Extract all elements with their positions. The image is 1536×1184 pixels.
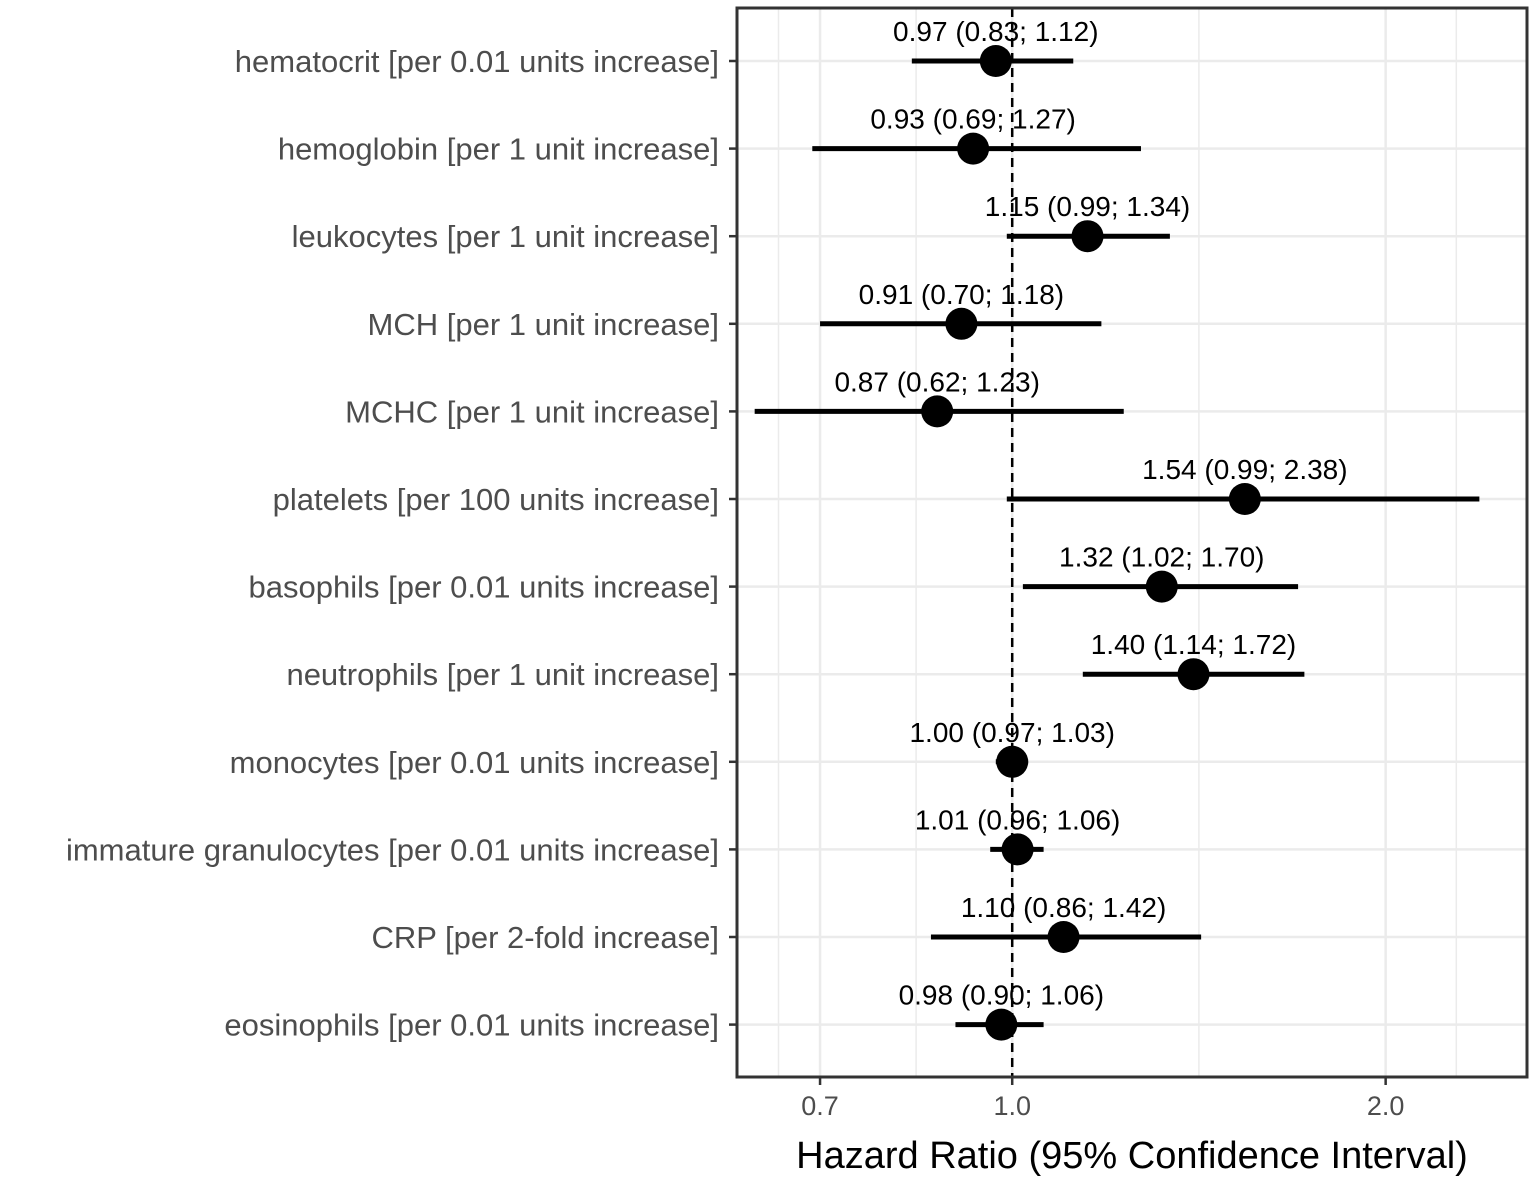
y-tick-label: eosinophils [per 0.01 units increase]	[224, 1008, 719, 1043]
data-label: 1.01 (0.96; 1.06)	[915, 804, 1120, 835]
data-label: 1.15 (0.99; 1.34)	[985, 191, 1190, 222]
y-tick-label: basophils [per 0.01 units increase]	[249, 570, 719, 605]
x-tick-label: 2.0	[1367, 1091, 1405, 1121]
panel-border	[735, 6, 1529, 1079]
point-estimate	[1177, 658, 1210, 691]
y-tick-label: platelets [per 100 units increase]	[273, 482, 719, 517]
data-label: 0.97 (0.83; 1.12)	[893, 16, 1098, 47]
point-estimate	[979, 45, 1012, 77]
data-marks: 0.97 (0.83; 1.12) 0.93 (0.69; 1.27) 1.15 (…	[754, 16, 1480, 1041]
y-tick-label: MCHC [per 1 unit increase]	[345, 394, 719, 429]
point-estimate	[996, 745, 1029, 778]
y-tick-label: MCH [per 1 unit increase]	[368, 307, 719, 342]
point-estimate	[945, 307, 978, 340]
point-estimate	[1047, 921, 1080, 953]
data-label: 0.98 (0.90; 1.06)	[899, 980, 1104, 1011]
data-label: 1.32 (1.02; 1.70)	[1059, 542, 1264, 573]
point-estimate	[1145, 570, 1178, 603]
y-tick-label: hematocrit [per 0.01 units increase]	[235, 44, 719, 79]
y-tick-label: neutrophils [per 1 unit increase]	[286, 657, 719, 692]
y-tick-label: immature granulocytes [per 0.01 units in…	[66, 832, 719, 867]
point-estimate	[957, 132, 990, 165]
x-tick-label: 0.7	[801, 1091, 839, 1121]
point-estimate	[985, 1008, 1018, 1041]
point-estimate	[921, 395, 954, 428]
data-label: 0.91 (0.70; 1.18)	[859, 279, 1064, 310]
y-tick-label: CRP [per 2-fold increase]	[372, 920, 719, 955]
point-estimate	[1001, 833, 1034, 866]
x-tick-label: 1.0	[993, 1091, 1031, 1121]
data-label: 1.00 (0.97; 1.03)	[909, 717, 1114, 748]
y-tick-label: hemoglobin [per 1 unit increase]	[278, 132, 719, 167]
data-label: 0.87 (0.62; 1.23)	[834, 366, 1039, 397]
data-label: 0.93 (0.69; 1.27)	[870, 104, 1075, 135]
point-estimate	[1071, 220, 1104, 253]
data-label: 1.54 (0.99; 2.38)	[1142, 454, 1347, 485]
axes: hematocrit [per 0.01 units increase] hemo…	[66, 44, 1404, 1121]
data-label: 1.10 (0.86; 1.42)	[961, 892, 1166, 923]
y-tick-label: monocytes [per 0.01 units increase]	[230, 745, 719, 780]
x-axis-title: Hazard Ratio (95% Confidence Interval)	[796, 1135, 1468, 1177]
data-label: 1.40 (1.14; 1.72)	[1091, 629, 1296, 660]
y-tick-label: leukocytes [per 1 unit increase]	[292, 219, 719, 254]
point-estimate	[1228, 483, 1261, 515]
